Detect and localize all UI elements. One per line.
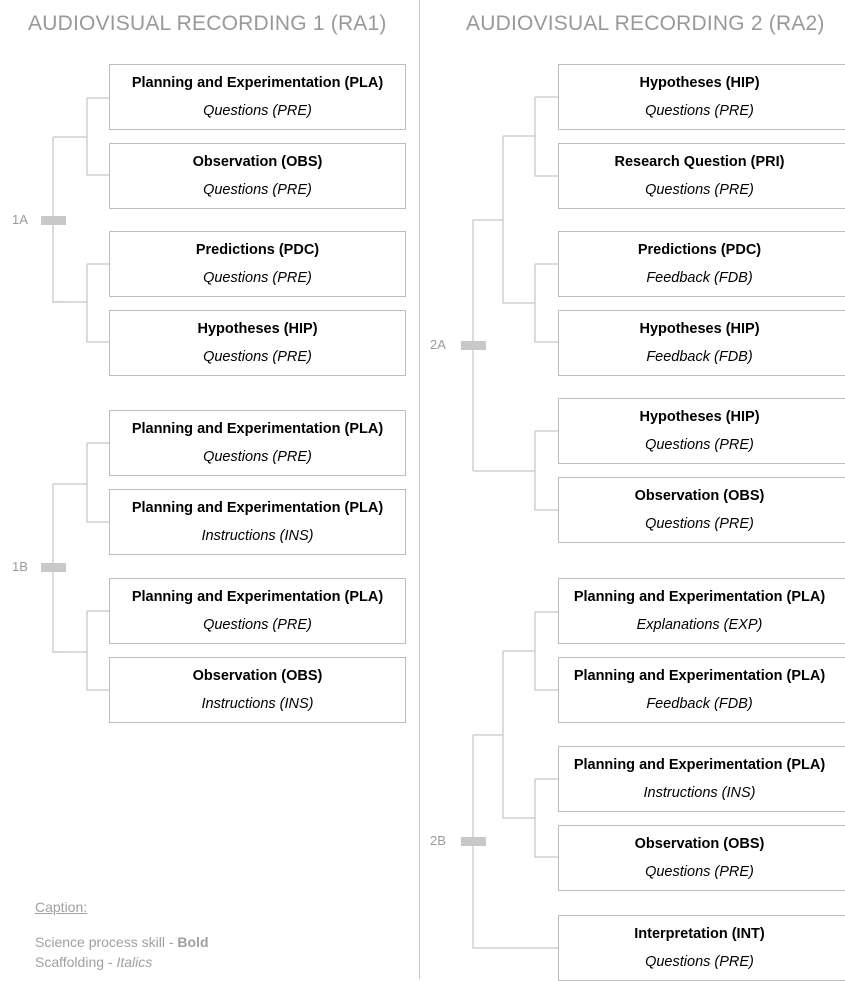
connector xyxy=(53,98,109,176)
skill-label: Observation (OBS) xyxy=(192,154,323,170)
caption-skill-line: Science process skill - Bold xyxy=(35,934,209,950)
node-box: Predictions (PDC) Feedback (FDB) xyxy=(558,231,845,297)
scaffolding-label: Questions (PRE) xyxy=(203,617,312,633)
scaffolding-label: Feedback (FDB) xyxy=(646,349,753,365)
connector xyxy=(53,443,109,523)
skill-label: Predictions (PDC) xyxy=(637,242,762,258)
skill-label: Observation (OBS) xyxy=(192,668,323,684)
group-node-2B xyxy=(461,837,486,846)
node-box: Hypotheses (HIP) Feedback (FDB) xyxy=(558,310,845,376)
node-box: Planning and Experimentation (PLA) Instr… xyxy=(558,746,845,812)
skill-label: Planning and Experimentation (PLA) xyxy=(573,757,826,773)
skill-label: Planning and Experimentation (PLA) xyxy=(573,589,826,605)
connector xyxy=(473,430,558,511)
node-box: Hypotheses (HIP) Questions (PRE) xyxy=(109,310,406,376)
group-label-1B: 1B xyxy=(12,559,28,574)
skill-label: Planning and Experimentation (PLA) xyxy=(131,589,384,605)
scaffolding-label: Instructions (INS) xyxy=(643,785,756,801)
caption-heading: Caption: xyxy=(35,899,88,915)
group-node-1A xyxy=(41,216,66,225)
node-box: Hypotheses (HIP) Questions (PRE) xyxy=(558,64,845,130)
connector xyxy=(534,778,558,858)
scaffolding-label: Questions (PRE) xyxy=(203,349,312,365)
connector xyxy=(503,97,558,177)
scaffolding-label: Feedback (FDB) xyxy=(646,270,753,286)
node-box: Planning and Experimentation (PLA) Quest… xyxy=(109,64,406,130)
scaffolding-label: Questions (PRE) xyxy=(645,437,754,453)
node-box: Planning and Experimentation (PLA) Instr… xyxy=(109,489,406,555)
node-box: Research Question (PRI) Questions (PRE) xyxy=(558,143,845,209)
skill-label: Interpretation (INT) xyxy=(634,926,765,942)
node-box: Planning and Experimentation (PLA) Expla… xyxy=(558,578,845,644)
node-box: Observation (OBS) Questions (PRE) xyxy=(109,143,406,209)
scaffolding-label: Feedback (FDB) xyxy=(646,696,753,712)
skill-label: Hypotheses (HIP) xyxy=(639,75,760,91)
group-node-1B xyxy=(41,563,66,572)
skill-label: Planning and Experimentation (PLA) xyxy=(573,668,826,684)
caption-scaffolding-prefix: Scaffolding - xyxy=(35,954,117,970)
group-node-2A xyxy=(461,341,486,350)
skill-label: Research Question (PRI) xyxy=(614,154,785,170)
connector xyxy=(473,651,535,819)
connector xyxy=(472,735,558,949)
skill-label: Planning and Experimentation (PLA) xyxy=(131,75,384,91)
scaffolding-label: Instructions (INS) xyxy=(201,528,314,544)
skill-label: Planning and Experimentation (PLA) xyxy=(131,500,384,516)
scaffolding-label: Questions (PRE) xyxy=(203,182,312,198)
caption-skill-prefix: Science process skill - xyxy=(35,934,178,950)
node-box: Predictions (PDC) Questions (PRE) xyxy=(109,231,406,297)
scaffolding-label: Questions (PRE) xyxy=(645,103,754,119)
connector xyxy=(473,136,535,304)
group-label-2A: 2A xyxy=(430,337,446,352)
node-box: Observation (OBS) Questions (PRE) xyxy=(558,477,845,543)
node-box: Observation (OBS) Instructions (INS) xyxy=(109,657,406,723)
skill-label: Planning and Experimentation (PLA) xyxy=(131,421,384,437)
node-box: Interpretation (INT) Questions (PRE) xyxy=(558,915,845,981)
scaffolding-label: Questions (PRE) xyxy=(645,864,754,880)
node-box: Planning and Experimentation (PLA) Feedb… xyxy=(558,657,845,723)
caption-scaffolding-line: Scaffolding - Italics xyxy=(35,954,152,970)
ra2-title: AUDIOVISUAL RECORDING 2 (RA2) xyxy=(466,12,825,35)
caption-scaffolding-style: Italics xyxy=(116,954,153,970)
connector xyxy=(53,611,109,691)
scaffolding-label: Questions (PRE) xyxy=(203,103,312,119)
scaffolding-label: Explanations (EXP) xyxy=(636,617,763,633)
node-box: Planning and Experimentation (PLA) Quest… xyxy=(109,578,406,644)
scaffolding-label: Questions (PRE) xyxy=(645,516,754,532)
caption-skill-style: Bold xyxy=(177,934,209,950)
node-box: Hypotheses (HIP) Questions (PRE) xyxy=(558,398,845,464)
skill-label: Hypotheses (HIP) xyxy=(639,321,760,337)
connector xyxy=(53,264,109,343)
group-label-2B: 2B xyxy=(430,833,446,848)
skill-label: Hypotheses (HIP) xyxy=(197,321,318,337)
scaffolding-label: Questions (PRE) xyxy=(203,449,312,465)
scaffolding-label: Questions (PRE) xyxy=(645,182,754,198)
group-label-1A: 1A xyxy=(12,212,28,227)
scaffolding-label: Questions (PRE) xyxy=(203,270,312,286)
skill-label: Hypotheses (HIP) xyxy=(639,409,760,425)
node-box: Observation (OBS) Questions (PRE) xyxy=(558,825,845,891)
skill-label: Predictions (PDC) xyxy=(195,242,320,258)
scaffolding-label: Instructions (INS) xyxy=(201,696,314,712)
connector xyxy=(534,263,558,343)
skill-label: Observation (OBS) xyxy=(634,488,765,504)
node-box: Planning and Experimentation (PLA) Quest… xyxy=(109,410,406,476)
ra1-title: AUDIOVISUAL RECORDING 1 (RA1) xyxy=(28,12,387,35)
connector xyxy=(503,611,558,691)
scaffolding-label: Questions (PRE) xyxy=(645,954,754,970)
column-divider xyxy=(419,0,420,979)
skill-label: Observation (OBS) xyxy=(634,836,765,852)
